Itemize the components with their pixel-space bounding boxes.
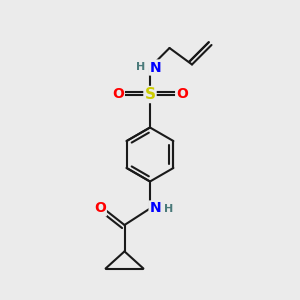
Text: N: N (150, 61, 161, 74)
Text: S: S (145, 87, 155, 102)
Text: H: H (164, 203, 173, 214)
Text: O: O (112, 88, 124, 101)
Text: O: O (176, 88, 188, 101)
Text: H: H (136, 62, 145, 73)
Text: N: N (150, 202, 161, 215)
Text: O: O (94, 202, 106, 215)
